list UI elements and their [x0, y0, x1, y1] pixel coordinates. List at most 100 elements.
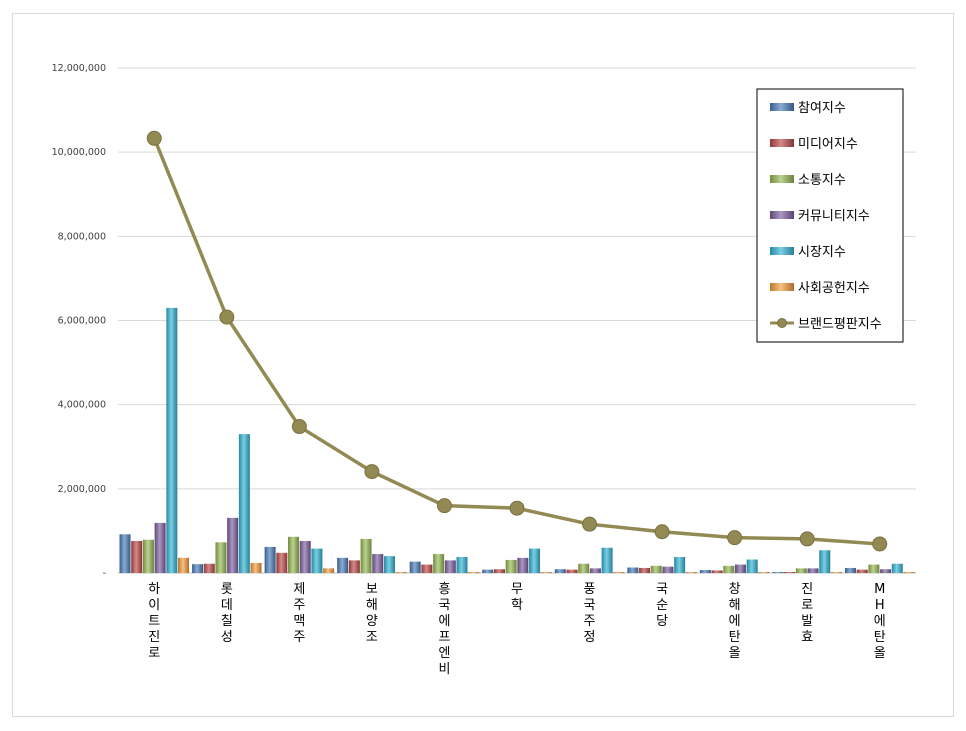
bar-시장지수 — [311, 548, 323, 573]
bar-시장지수 — [238, 434, 250, 573]
bar-미디어지수 — [348, 560, 360, 573]
bar-커뮤니티지수 — [662, 566, 674, 573]
bar-소통지수 — [288, 536, 300, 573]
bar-미디어지수 — [639, 567, 651, 573]
bar-시장지수 — [819, 550, 831, 573]
bar-커뮤니티지수 — [734, 564, 746, 573]
legend-label: 브랜드평판지수 — [798, 317, 882, 332]
bar-미디어지수 — [203, 563, 215, 573]
y-axis-tick-labels: - 2,000,000 4,000,000 6,000,000 8,000,000 10,… — [52, 63, 106, 579]
chart-svg: - 2,000,000 4,000,000 6,000,000 8,000,000 10,… — [52, 63, 916, 677]
bar-참여지수 — [699, 570, 711, 573]
legend-label: 시장지수 — [798, 245, 846, 260]
bar-커뮤니티지수 — [880, 569, 892, 573]
bar-사회공헌지수 — [178, 557, 190, 573]
bar-미디어지수 — [276, 552, 288, 573]
bar-사회공헌지수 — [540, 572, 552, 573]
bar-커뮤니티지수 — [227, 517, 239, 573]
bar-소통지수 — [795, 568, 807, 573]
bar-커뮤니티지수 — [517, 557, 529, 573]
bar-미디어지수 — [566, 569, 578, 573]
bar-참여지수 — [337, 557, 349, 573]
bar-소통지수 — [142, 539, 154, 573]
bar-소통지수 — [505, 559, 517, 573]
bar-소통지수 — [433, 554, 445, 573]
bar-시장지수 — [529, 548, 541, 573]
bar-참여지수 — [772, 572, 784, 573]
line-marker — [799, 531, 815, 547]
bar-미디어지수 — [711, 570, 723, 573]
bar-사회공헌지수 — [395, 572, 407, 573]
bar-사회공헌지수 — [323, 568, 335, 573]
legend-box — [756, 88, 904, 343]
legend-label: 미디어지수 — [798, 137, 858, 152]
bar-시장지수 — [383, 556, 395, 573]
gridlines — [118, 67, 916, 574]
bar-사회공헌지수 — [903, 572, 915, 573]
bar-사회공헌지수 — [468, 572, 480, 573]
legend-label: 참여지수 — [798, 101, 846, 116]
line-marker — [146, 130, 162, 146]
bar-커뮤니티지수 — [372, 554, 384, 573]
bar-커뮤니티지수 — [299, 541, 311, 573]
bar-커뮤니티지수 — [589, 568, 601, 573]
bar-소통지수 — [723, 565, 735, 573]
bar-미디어지수 — [856, 569, 868, 573]
bar-사회공헌지수 — [685, 572, 697, 573]
legend-swatch — [770, 283, 794, 291]
line-marker — [436, 498, 452, 514]
legend-swatch — [770, 103, 794, 111]
y-tick-label: 10,000,000 — [52, 147, 106, 158]
y-tick-label: 4,000,000 — [58, 400, 106, 411]
bar-소통지수 — [650, 565, 662, 573]
bar-미디어지수 — [131, 541, 143, 573]
bar-시장지수 — [166, 307, 178, 573]
line-marker — [219, 309, 235, 325]
line-marker — [364, 464, 380, 480]
bar-소통지수 — [215, 542, 227, 573]
legend-swatch — [770, 139, 794, 147]
legend-swatch — [770, 247, 794, 255]
line-series — [146, 130, 888, 552]
bar-참여지수 — [119, 534, 131, 573]
category-labels: 하 이 트 진 로 롯 데 칠 성 제 주 맥 주 보 해 양 조 흥 국 에 프 엔 비 무 학 풍 국 주 정 국 순 당 창 해 에 탄 올 진 로 발… — [148, 582, 885, 677]
bar-참여지수 — [554, 569, 566, 573]
chart-area: - 2,000,000 4,000,000 6,000,000 8,000,000 10,… — [12, 13, 954, 717]
bar-참여지수 — [192, 564, 204, 573]
bar-시장지수 — [891, 563, 903, 573]
bar-소통지수 — [868, 564, 880, 573]
y-tick-label: 12,000,000 — [52, 63, 106, 74]
legend-swatch — [770, 175, 794, 183]
bar-참여지수 — [409, 561, 421, 573]
bar-참여지수 — [482, 569, 494, 573]
bar-커뮤니티지수 — [154, 522, 166, 573]
y-tick-label: 2,000,000 — [58, 484, 106, 495]
bar-참여지수 — [844, 567, 856, 573]
bar-series — [119, 307, 915, 573]
bar-시장지수 — [601, 547, 613, 573]
legend-label: 사회공헌지수 — [798, 281, 870, 296]
legend-label: 커뮤니티지수 — [798, 209, 870, 224]
bar-미디어지수 — [493, 569, 505, 573]
bar-참여지수 — [627, 567, 639, 573]
y-tick-label: 6,000,000 — [58, 316, 106, 327]
bar-사회공헌지수 — [830, 572, 842, 573]
bar-시장지수 — [674, 557, 686, 573]
bar-시장지수 — [746, 559, 758, 573]
bar-소통지수 — [360, 538, 372, 573]
line-marker — [654, 524, 670, 540]
line-marker — [582, 516, 598, 532]
bar-사회공헌지수 — [250, 562, 262, 573]
y-tick-label: - — [103, 568, 106, 579]
legend-label: 소통지수 — [798, 173, 846, 188]
line-marker — [509, 500, 525, 516]
